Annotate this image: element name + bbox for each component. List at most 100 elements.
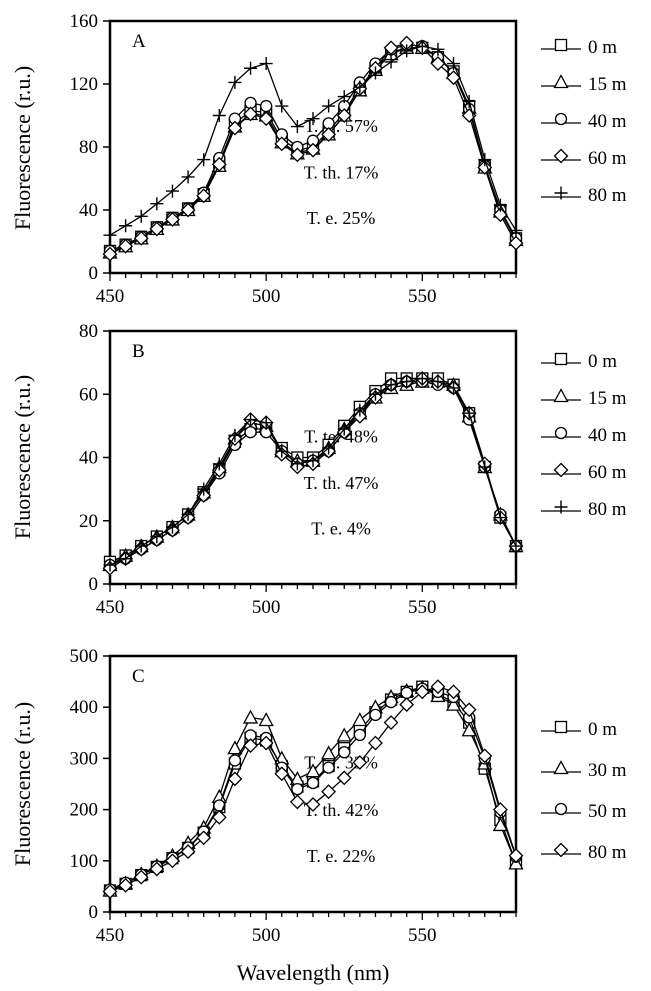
data-point xyxy=(150,530,164,544)
data-point xyxy=(352,712,368,727)
y-tick-label: 0 xyxy=(89,574,99,595)
data-point xyxy=(181,170,195,184)
data-point xyxy=(275,444,289,458)
legend-label: 60 m xyxy=(588,462,627,483)
y-tick-label: 120 xyxy=(70,74,99,95)
y-axis-title: Fluorescence (r.u.) xyxy=(10,375,35,539)
legend-label: 30 m xyxy=(588,760,627,781)
data-point xyxy=(103,558,117,572)
data-point xyxy=(103,228,117,242)
y-tick-label: 40 xyxy=(79,200,98,221)
legend-item: 15 m xyxy=(541,388,627,409)
data-point xyxy=(134,539,148,553)
data-point xyxy=(150,197,164,211)
panel-letter: B xyxy=(132,341,145,362)
legend-label: 80 m xyxy=(588,185,627,206)
data-point xyxy=(196,188,212,204)
legend-item: 60 m xyxy=(541,148,627,169)
data-point xyxy=(211,156,227,172)
y-axis-title: Fluorescence (r.u.) xyxy=(10,702,35,866)
legend-item: 80 m xyxy=(541,499,627,520)
data-point xyxy=(274,766,290,782)
data-point xyxy=(322,441,336,455)
series-80m xyxy=(102,679,524,899)
data-point xyxy=(244,426,257,439)
y-tick-label: 80 xyxy=(79,321,98,342)
legend-label: 40 m xyxy=(588,425,627,446)
data-point xyxy=(462,406,476,420)
x-tick-label: 500 xyxy=(252,286,281,307)
legend-label: 0 m xyxy=(588,351,617,372)
legend-label: 80 m xyxy=(588,842,627,863)
data-point xyxy=(102,884,118,899)
data-point xyxy=(509,223,523,237)
data-point xyxy=(196,830,212,846)
data-point xyxy=(383,715,399,730)
data-point xyxy=(243,738,258,754)
legend-label: 0 m xyxy=(588,719,617,740)
data-point xyxy=(508,235,524,251)
data-point xyxy=(493,511,507,525)
series-80m xyxy=(103,39,523,242)
data-point xyxy=(414,684,430,700)
data-point xyxy=(322,99,336,113)
data-point xyxy=(181,507,195,521)
data-point xyxy=(133,869,149,885)
data-point xyxy=(400,375,414,389)
y-tick-label: 400 xyxy=(70,697,99,718)
legend-marker xyxy=(554,38,568,52)
data-point xyxy=(446,684,461,700)
data-point xyxy=(211,809,227,825)
data-point xyxy=(306,454,320,468)
y-tick-label: 100 xyxy=(70,851,99,872)
x-tick-label: 450 xyxy=(96,597,125,618)
data-point xyxy=(384,695,398,709)
data-point xyxy=(321,784,337,800)
data-point xyxy=(462,94,476,108)
legend-marker xyxy=(553,760,569,775)
data-point xyxy=(337,90,351,104)
legend-label: 15 m xyxy=(588,388,627,409)
x-tick-label: 550 xyxy=(408,286,437,307)
data-point xyxy=(336,108,352,123)
legend-item: 15 m xyxy=(541,74,627,95)
composition-annotation: T. e. 4% xyxy=(311,519,371,539)
legend-marker xyxy=(554,802,568,816)
data-point xyxy=(244,61,258,75)
data-point xyxy=(290,457,304,471)
legend-item: 50 m xyxy=(541,801,627,822)
data-point xyxy=(431,42,445,56)
legend-marker xyxy=(554,112,568,126)
data-point xyxy=(384,55,398,69)
data-point xyxy=(368,735,383,751)
data-point xyxy=(289,794,305,810)
data-point xyxy=(119,219,133,233)
data-point xyxy=(353,728,366,741)
legend-marker xyxy=(553,842,569,858)
data-point xyxy=(289,147,305,163)
data-point xyxy=(165,853,180,869)
data-point xyxy=(478,153,492,167)
data-point xyxy=(149,221,165,237)
data-point xyxy=(228,428,242,442)
data-point xyxy=(399,697,415,713)
data-point xyxy=(291,782,304,796)
x-tick-label: 550 xyxy=(408,597,437,618)
data-point xyxy=(165,520,179,534)
data-point xyxy=(118,238,134,254)
legend-item: 60 m xyxy=(541,462,627,483)
legend-item: 80 m xyxy=(541,185,627,206)
y-axis-title: Fluorescence (r.u.) xyxy=(10,66,35,230)
composition-annotation: T. th. 42% xyxy=(304,800,379,820)
legend-item: 40 m xyxy=(541,111,627,132)
data-point xyxy=(336,727,352,742)
data-point xyxy=(508,848,524,864)
data-point xyxy=(493,198,507,212)
data-point xyxy=(415,371,429,385)
y-tick-label: 160 xyxy=(70,11,99,32)
legend-item: 30 m xyxy=(541,760,627,781)
data-point xyxy=(431,375,445,389)
x-tick-label: 450 xyxy=(96,925,125,946)
legend: 0 m 30 m 50 m 80 m xyxy=(541,719,627,863)
data-point xyxy=(305,763,321,778)
